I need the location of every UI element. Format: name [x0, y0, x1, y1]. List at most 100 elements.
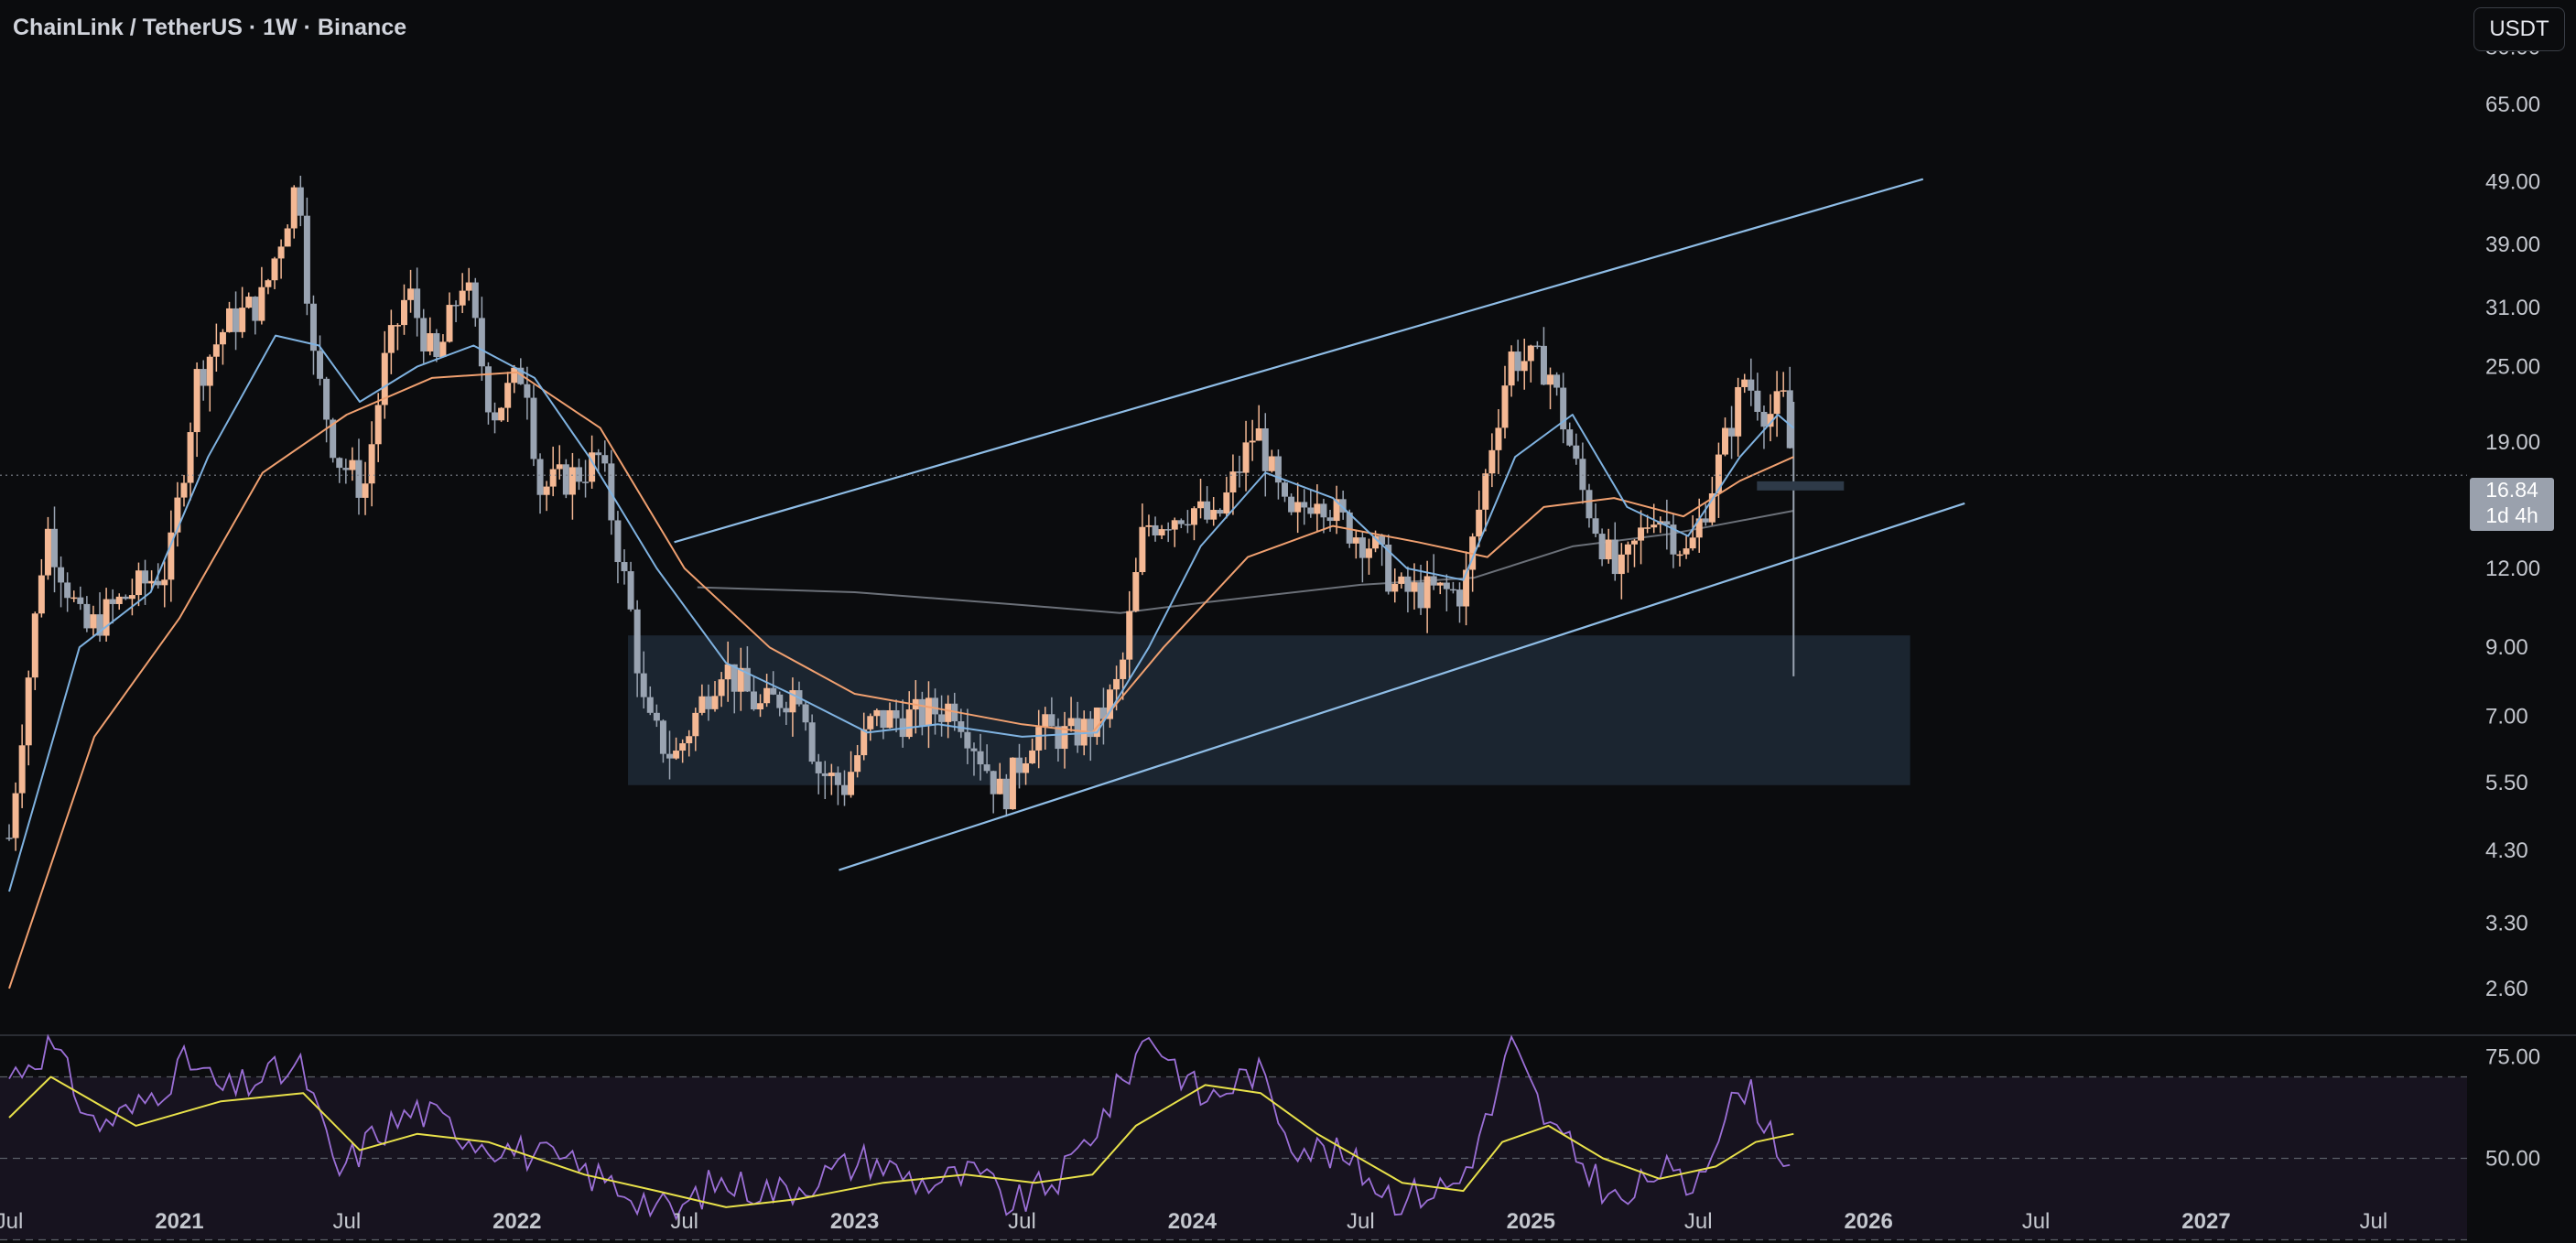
candle-body — [1430, 576, 1437, 586]
candle-body — [303, 215, 310, 304]
candle-body — [718, 679, 725, 697]
candle-body — [1586, 490, 1593, 519]
candle-body — [1067, 718, 1075, 727]
candle-body — [1314, 503, 1321, 514]
candle-body — [783, 708, 790, 713]
candle-body — [1190, 508, 1197, 525]
candle-body — [342, 468, 350, 470]
last-price-tag: 16.84 1d 4h — [2470, 478, 2554, 531]
candle-body — [265, 280, 272, 287]
candle-body — [834, 773, 841, 785]
candle-body — [549, 469, 557, 487]
candle-body — [918, 698, 925, 726]
candle-body — [187, 432, 194, 483]
rsi-line — [8, 1033, 1791, 1221]
candle-body — [1436, 582, 1444, 586]
candle-body — [122, 596, 129, 600]
candle-body — [155, 580, 162, 586]
candle-body — [407, 288, 415, 300]
candle-body — [1553, 374, 1561, 388]
candle-body — [1754, 390, 1761, 412]
candle-body — [938, 714, 946, 722]
price-tick-label: 4.30 — [2485, 838, 2528, 863]
candle-body — [770, 687, 777, 695]
candle-body — [471, 282, 479, 319]
candle-body — [848, 772, 855, 795]
candle-body — [886, 709, 893, 729]
candle-body — [484, 366, 492, 413]
candle-body — [394, 325, 401, 327]
candle-body — [1184, 524, 1191, 526]
candle-body — [763, 687, 771, 704]
candle-body — [323, 378, 330, 420]
price-tick-label: 9.00 — [2485, 635, 2528, 660]
candle-body — [1164, 529, 1172, 531]
candle-body — [1780, 390, 1787, 392]
candle-body — [1488, 449, 1496, 474]
time-tick-label: Jul — [1008, 1209, 1036, 1234]
candle-body — [1456, 589, 1463, 607]
candle-body — [562, 464, 569, 495]
candle-body — [1061, 726, 1068, 750]
candle-body — [530, 397, 537, 459]
candle-body — [633, 609, 641, 674]
candle-body — [427, 333, 434, 351]
candle-body — [180, 482, 188, 498]
candle-body — [575, 467, 582, 482]
candle-body — [679, 743, 687, 751]
candle-body — [1268, 456, 1275, 471]
candle-body — [336, 458, 343, 469]
candle-body — [1326, 517, 1334, 522]
candle-body — [1527, 345, 1534, 362]
candle-body — [1663, 521, 1671, 525]
support-zone — [628, 635, 1910, 785]
candle-body — [1352, 537, 1359, 544]
candle-body — [1598, 534, 1606, 560]
candle-body — [1113, 678, 1120, 690]
time-tick-label: Jul — [1347, 1209, 1375, 1234]
candle-body — [614, 520, 622, 563]
candle-body — [284, 228, 291, 247]
candle-body — [168, 532, 175, 580]
candle-body — [659, 720, 666, 754]
ma-slow-line — [8, 371, 1794, 989]
candle-body — [1624, 544, 1631, 555]
price-tick-label: 3.30 — [2485, 911, 2528, 935]
candle-body — [666, 753, 674, 759]
time-axis: Jul 2021 Jul 2022 Jul 2023 Jul 2024 Jul 2025 Jul 20… — [0, 1209, 2387, 1234]
last-price-label: 16.84 — [2485, 478, 2538, 502]
time-tick-label: Jul — [2022, 1209, 2051, 1234]
candle-body — [70, 597, 78, 600]
candle-body — [1074, 718, 1081, 746]
candle-body — [1171, 520, 1178, 530]
candle-body — [90, 614, 97, 629]
candle-body — [1722, 427, 1729, 455]
candle-body — [945, 703, 952, 722]
price-tick-label: 25.00 — [2485, 355, 2540, 380]
candle-body — [1255, 427, 1262, 441]
candle-body — [1210, 510, 1218, 520]
candle-body — [368, 444, 375, 484]
candle-body — [212, 344, 220, 357]
candle-body — [1735, 386, 1742, 437]
chart-title: ChainLink / TetherUS · 1W · Binance — [13, 15, 407, 40]
price-tick-label: 2.60 — [2485, 977, 2528, 1001]
candle-body — [854, 755, 861, 773]
candle-body — [1630, 540, 1638, 545]
candle-body — [1385, 545, 1392, 592]
candle-body — [1449, 589, 1456, 591]
time-tick-label: 2027 — [2181, 1209, 2230, 1234]
candle-body — [58, 567, 65, 583]
candle-body — [1002, 778, 1010, 810]
bar-countdown-label: 1d 4h — [2485, 503, 2538, 527]
candle-body — [161, 579, 168, 586]
candle-body — [1009, 757, 1016, 810]
candle-body — [1644, 527, 1651, 529]
candle-body — [233, 308, 240, 332]
candle-body — [258, 286, 265, 321]
candle-body — [193, 369, 200, 433]
candle-body — [705, 696, 712, 709]
currency-button[interactable]: USDT — [2473, 7, 2565, 51]
price-marker-box — [1757, 481, 1845, 491]
